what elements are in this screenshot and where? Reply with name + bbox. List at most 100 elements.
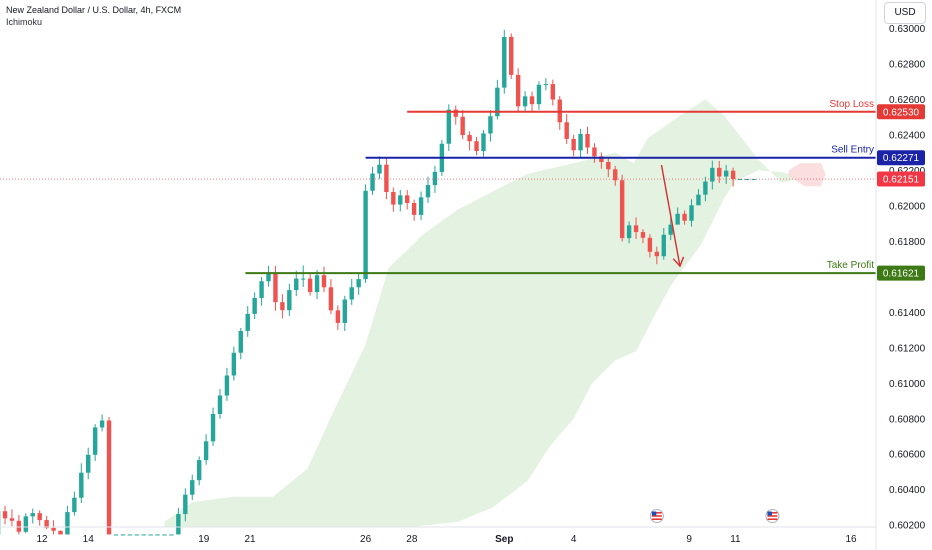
candle-body — [169, 534, 174, 536]
cloud-red — [788, 163, 826, 187]
candle — [245, 306, 250, 337]
candle — [141, 534, 146, 536]
candle-body — [578, 133, 583, 151]
candle — [377, 156, 382, 179]
candle — [432, 165, 438, 193]
candle — [751, 179, 757, 181]
candle — [522, 91, 528, 112]
candlestick-series — [0, 29, 757, 536]
currency-button[interactable]: USD — [884, 2, 926, 24]
candle-body — [99, 420, 105, 428]
candle — [169, 534, 174, 536]
candle-body — [703, 181, 708, 195]
candle — [155, 534, 160, 536]
candle-body — [2, 511, 8, 519]
price-tick-label: 0.61200 — [889, 343, 926, 354]
candle — [106, 416, 112, 535]
candle — [737, 179, 743, 181]
time-tick-label: 21 — [244, 534, 256, 545]
candle — [224, 367, 230, 401]
candle-body — [536, 84, 542, 105]
candle-body — [418, 197, 424, 215]
price-tick-label: 0.62600 — [889, 95, 926, 106]
candle-body — [210, 413, 216, 442]
candle — [384, 158, 389, 200]
arrow-shaft — [660, 164, 681, 267]
candle-body — [224, 375, 230, 396]
candle-body — [356, 279, 361, 288]
price-axis[interactable]: 0.63000 0.62800 0.62600 0.62400 0.62200 0.620… — [889, 24, 926, 532]
candle-body — [16, 520, 22, 532]
candle — [619, 174, 625, 242]
cloud-green — [164, 99, 796, 528]
price-tick-label: 0.62800 — [889, 59, 926, 70]
time-tick-label: 12 — [36, 534, 48, 545]
candle-body — [647, 237, 653, 252]
candle-body — [190, 480, 195, 495]
candle — [37, 510, 42, 526]
candle — [307, 274, 313, 296]
candle — [571, 134, 576, 157]
candle-body — [86, 454, 91, 473]
indicator-label[interactable]: Ichimoku — [6, 17, 43, 27]
candle — [717, 160, 722, 183]
candle — [16, 514, 22, 535]
candle — [238, 327, 243, 360]
candle — [675, 207, 680, 225]
current-price-text: 0.62151 — [883, 175, 920, 186]
candle — [467, 131, 472, 151]
candle — [710, 160, 715, 190]
candle-body — [723, 170, 729, 177]
candle-body — [196, 460, 202, 481]
candle — [536, 81, 542, 110]
candle-body — [238, 330, 243, 353]
candle-body — [370, 173, 375, 191]
candle-body — [120, 534, 126, 536]
candle — [696, 189, 701, 206]
take-profit-price-text: 0.61621 — [883, 269, 920, 280]
candle — [488, 110, 493, 142]
price-tick-label: 0.62200 — [889, 166, 926, 177]
candle — [65, 505, 70, 535]
candle-body — [287, 290, 292, 311]
candle-body — [23, 516, 29, 532]
candle — [356, 273, 361, 295]
flag-stripe — [651, 512, 662, 514]
candle — [231, 346, 237, 381]
event-markers[interactable] — [649, 509, 780, 523]
candle-body — [384, 164, 389, 192]
candle-body — [481, 133, 486, 152]
us-flag-icon[interactable] — [765, 509, 780, 523]
candle — [321, 266, 327, 293]
candle — [86, 447, 91, 480]
candle — [328, 279, 334, 315]
candle-body — [467, 135, 472, 142]
candle — [654, 246, 660, 265]
price-levels[interactable]: Stop Loss Sell Entry Take Profit — [0, 99, 876, 275]
candle — [9, 509, 15, 527]
candle — [127, 534, 133, 536]
arrow-head — [672, 256, 685, 268]
candle-body — [342, 299, 347, 323]
candle-body — [44, 520, 49, 528]
candle — [543, 78, 549, 91]
candle-body — [502, 36, 507, 88]
candle — [723, 165, 729, 184]
candle-body — [65, 512, 70, 535]
candle-body — [564, 122, 569, 139]
candle — [647, 234, 653, 258]
candle-body — [696, 194, 701, 206]
candle — [266, 265, 271, 287]
candle-body — [453, 109, 458, 117]
candle — [148, 534, 153, 536]
candle-body — [522, 96, 528, 107]
candle — [113, 534, 119, 536]
candle — [703, 176, 708, 202]
stop-loss-price-text: 0.62530 — [883, 107, 920, 118]
time-axis[interactable]: 12 14 19 21 26 28 Sep 4 9 11 16 — [36, 534, 857, 545]
us-flag-icon[interactable] — [649, 509, 664, 523]
candle-body — [730, 170, 736, 180]
candle-body — [176, 514, 181, 535]
candle — [58, 530, 63, 535]
